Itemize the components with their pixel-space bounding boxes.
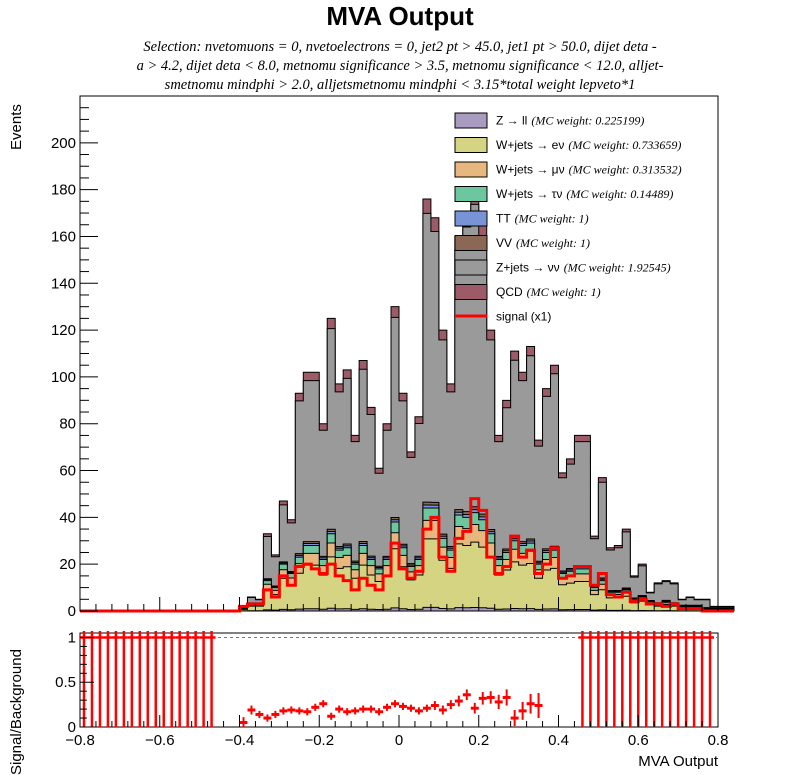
main-histogram-panel: 0 20 40 60 80 100 120 140 160 180 200 (51, 95, 735, 620)
legend-entry-zll: Z → ll (MC weight: 0.225199) (496, 114, 644, 128)
x-tick-label: −0.2 (304, 732, 334, 749)
y-tick-label: 140 (51, 275, 76, 292)
x-tick-label: 0 (395, 732, 403, 749)
x-tick-label: 0.2 (468, 732, 489, 749)
legend-swatch-wtaunu (454, 186, 488, 202)
y-tick-label: 200 (51, 135, 76, 152)
x-tick-label: 0.6 (628, 732, 649, 749)
x-tick-label: −0.4 (225, 732, 255, 749)
y-tick-label: 20 (59, 556, 76, 573)
ratio-panel: 0 0.5 1 −0.8 −0.6 −0.4 −0.2 0 0.2 0.4 0.6 0.8 (55, 629, 728, 749)
ratio-y-axis-label: Signal/Background (8, 649, 25, 775)
legend-swatch-znunu (454, 259, 488, 276)
legend-swatch-qcd (454, 284, 488, 300)
chart-subtitle-line-3: smetnomu mindphi > 2.0, alljetsmetnomu m… (165, 77, 636, 93)
legend-entry-vv: VV (MC weight: 1) (496, 236, 590, 250)
y-tick-label: 60 (59, 463, 76, 480)
legend-entry-znunu: Z+jets → νν (MC weight: 1.92545) (496, 261, 671, 275)
legend-swatch-zll (454, 112, 488, 129)
legend-entry-signal: signal (x1) (496, 310, 551, 324)
legend-swatch-vv (454, 235, 488, 251)
signal-line (80, 497, 734, 613)
legend-entry-wmunu: W+jets → μν (MC weight: 0.313532) (496, 163, 682, 177)
y-tick-label: 100 (51, 369, 76, 386)
legend-entry-wenu: W+jets → eν (MC weight: 0.733659) (496, 138, 681, 152)
y-tick-label: 120 (51, 322, 76, 339)
legend: Z → ll (MC weight: 0.225199) W+jets → eν (M… (454, 112, 682, 324)
x-tick-label: 0.8 (708, 732, 729, 749)
y-tick-label: 180 (51, 182, 76, 199)
chart-title: MVA Output (326, 1, 474, 31)
main-y-axis-label: Events (8, 104, 25, 150)
legend-swatch-tt (454, 210, 488, 227)
y-tick-label: 40 (59, 509, 76, 526)
x-tick-label: −0.8 (65, 732, 95, 749)
ratio-y-tick-label: 0.5 (55, 674, 76, 691)
legend-swatch-wenu (454, 137, 488, 153)
x-tick-label: −0.6 (145, 732, 175, 749)
x-axis-label: MVA Output (638, 753, 719, 770)
x-tick-label: 0.4 (548, 732, 569, 749)
legend-entry-tt: TT (MC weight: 1) (496, 212, 589, 226)
legend-entry-qcd: QCD (MC weight: 1) (496, 285, 601, 299)
legend-entry-wtaunu: W+jets → τν (MC weight: 0.14489) (496, 187, 673, 201)
y-tick-label: 80 (59, 416, 76, 433)
ratio-y-tick-label: 1 (68, 629, 76, 646)
chart-subtitle-line-1: Selection: nvetomuons = 0, nvetoelectron… (143, 39, 657, 55)
y-tick-label: 0 (68, 603, 76, 620)
chart-subtitle-line-2: a > 4.2, dijet deta < 8.0, metnomu signi… (137, 58, 664, 74)
ratio-plot-frame (79, 632, 719, 728)
y-tick-label: 160 (51, 228, 76, 245)
ratio-y-tick-label: 0 (68, 719, 76, 736)
legend-swatch-wmunu (454, 161, 488, 178)
